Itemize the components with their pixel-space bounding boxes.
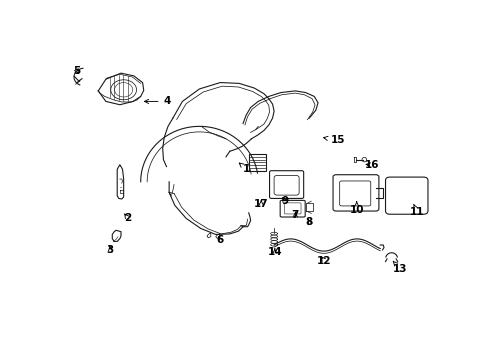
Text: 2: 2: [123, 213, 131, 223]
Text: 4: 4: [144, 96, 171, 107]
Text: 6: 6: [216, 235, 224, 245]
Ellipse shape: [111, 80, 136, 100]
Text: 9: 9: [281, 196, 288, 206]
Text: 11: 11: [409, 204, 424, 217]
FancyBboxPatch shape: [284, 203, 301, 214]
Bar: [248, 154, 265, 171]
FancyBboxPatch shape: [332, 175, 378, 211]
FancyBboxPatch shape: [385, 177, 427, 214]
FancyBboxPatch shape: [269, 171, 303, 198]
Text: 10: 10: [349, 202, 363, 215]
Text: 14: 14: [267, 247, 282, 257]
Text: 16: 16: [364, 160, 378, 170]
FancyBboxPatch shape: [274, 175, 299, 195]
Text: 5: 5: [73, 66, 81, 76]
Text: 7: 7: [291, 210, 298, 220]
FancyBboxPatch shape: [280, 201, 305, 217]
Text: 3: 3: [106, 245, 114, 255]
Ellipse shape: [361, 157, 366, 162]
Text: 17: 17: [253, 199, 268, 209]
FancyBboxPatch shape: [339, 181, 370, 206]
Text: 12: 12: [317, 256, 331, 266]
Text: 1: 1: [239, 163, 250, 174]
Text: 13: 13: [392, 261, 407, 274]
Text: 15: 15: [323, 135, 345, 145]
Text: 8: 8: [305, 217, 312, 227]
Ellipse shape: [114, 82, 132, 97]
